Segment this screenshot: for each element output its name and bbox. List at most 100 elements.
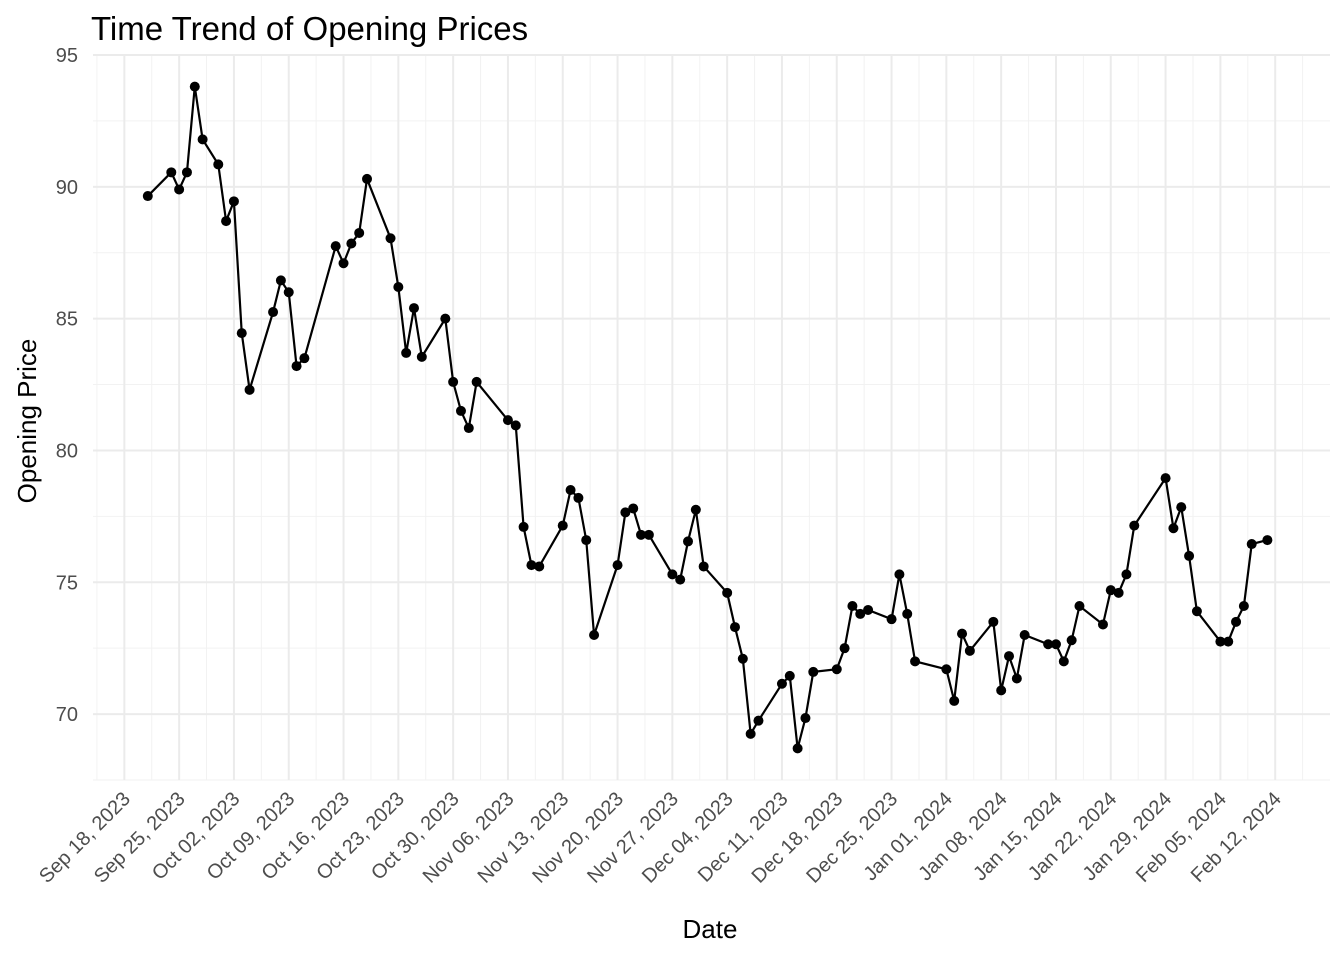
data-point [1129,520,1140,531]
data-point [800,713,811,724]
data-point [557,520,568,531]
data-point [1168,523,1179,534]
data-point [1011,673,1022,684]
data-point [996,685,1007,696]
data-point [236,328,247,339]
data-point [440,313,451,324]
chart-title: Time Trend of Opening Prices [91,10,528,47]
data-point [268,307,279,318]
data-point [643,529,654,540]
data-point [338,258,349,269]
data-point [855,608,866,619]
data-point [667,569,678,580]
y-tick-label: 90 [56,177,78,199]
data-point [683,536,694,547]
data-point [1176,502,1187,513]
data-point [1262,535,1273,546]
data-point [863,604,874,615]
data-point [1066,635,1077,646]
data-point [1074,601,1085,611]
data-point [831,664,842,675]
data-point [1238,601,1249,611]
data-point [636,529,647,540]
data-point [362,173,373,184]
data-point [354,227,365,238]
y-tick-label: 95 [56,45,78,67]
minor-grid-lines [93,55,1330,781]
data-point [847,601,858,611]
data-point [330,241,341,252]
data-point [941,664,952,675]
data-point [957,628,968,639]
data-point [502,415,513,426]
data-point [722,587,733,598]
data-point [1105,585,1116,596]
data-point [1050,639,1061,650]
data-point [401,347,412,358]
data-point [471,376,482,387]
data-point [1019,630,1030,640]
data-point [1184,550,1195,561]
data-point [1160,473,1171,484]
series-line [147,86,1268,749]
data-point [393,282,404,292]
data-point [510,420,521,431]
data-point [221,216,232,227]
data-point [573,492,584,503]
y-axis-tick-labels: 70 75 80 85 90 95 [56,45,78,726]
data-point [455,405,466,416]
data-point [534,561,545,572]
y-tick-label: 75 [56,572,78,594]
data-point [1191,606,1202,617]
data-point [612,560,623,571]
data-point [448,376,459,387]
data-point [886,614,897,625]
data-point [839,643,850,654]
y-tick-label: 70 [56,704,78,726]
data-point [589,630,600,640]
data-point [283,287,294,298]
data-point [1043,639,1054,650]
data-point [753,715,764,726]
data-point [181,167,192,178]
data-point [518,521,529,532]
data-point [1223,636,1234,647]
data-point [408,303,419,314]
data-point [729,622,740,633]
data-point [675,574,686,585]
data-point [581,535,592,546]
data-point [808,666,819,677]
data-point [1215,636,1226,647]
data-point [902,608,913,619]
data-point [1004,651,1015,662]
major-grid-lines [93,54,1330,780]
data-point [385,233,396,244]
data-point [690,504,701,515]
data-point [628,503,639,514]
data-point [737,653,748,664]
data-point [949,695,960,706]
data-point [745,728,756,739]
data-point [416,351,427,362]
y-tick-label: 80 [56,440,78,462]
data-point [189,81,200,92]
data-point [565,485,576,495]
data-point [1058,656,1069,667]
data-point [142,191,153,202]
data-point [526,560,537,571]
data-point [784,670,795,681]
data-point [1097,619,1108,630]
data-point [698,561,709,572]
data-point [228,196,239,207]
x-axis-title: Date [683,914,738,944]
data-point [776,678,787,689]
data-point [964,645,975,656]
data-point [299,353,310,364]
data-point [1246,539,1257,550]
data-points [142,81,1273,754]
data-point [244,384,255,395]
data-point [1121,569,1132,580]
y-axis-title: Opening Price [12,339,42,504]
data-point [346,238,357,249]
